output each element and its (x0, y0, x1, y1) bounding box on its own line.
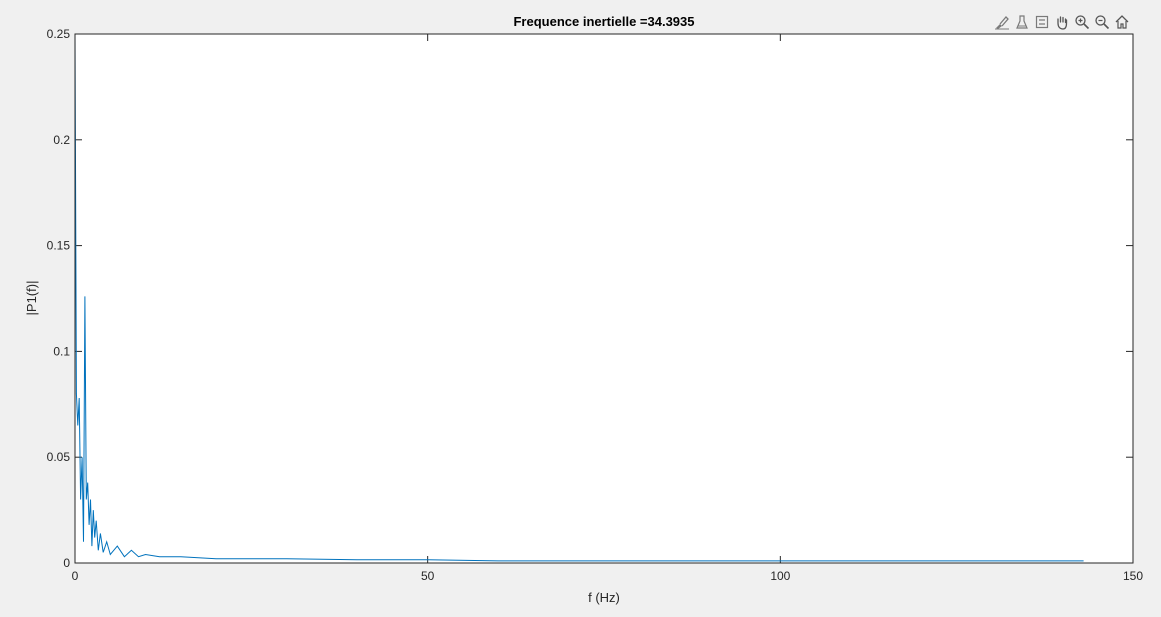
x-tick-labels: 0 50 100 150 (72, 569, 1144, 583)
axes-box (74, 33, 1134, 564)
datatip-button[interactable] (1032, 13, 1051, 32)
zoom-in-button[interactable] (1072, 13, 1091, 32)
pan-icon (1056, 16, 1067, 30)
tick-marks (74, 33, 1134, 564)
brush-button[interactable] (992, 13, 1011, 32)
zoom-in-icon (1074, 15, 1089, 30)
x-tick-label: 50 (421, 569, 435, 583)
y-tick-labels: 0 0.05 0.1 0.15 0.2 0.25 (47, 27, 71, 570)
zoom-out-button[interactable] (1092, 13, 1111, 32)
x-tick-label: 100 (770, 569, 790, 583)
y-tick-label: 0 (63, 556, 70, 570)
pan-button[interactable] (1052, 13, 1071, 32)
series-line (74, 33, 1084, 562)
y-axis-label: |P1(f)| (24, 281, 39, 316)
x-tick-label: 150 (1123, 569, 1143, 583)
axes-background[interactable] (75, 34, 1133, 563)
data-series (74, 33, 1084, 562)
datatip-icon (1035, 15, 1048, 29)
y-tick-label: 0.2 (53, 133, 70, 147)
y-tick-label: 0.25 (47, 27, 71, 41)
y-tick-label: 0.05 (47, 450, 71, 464)
y-tick-label: 0.1 (53, 344, 70, 358)
home-button[interactable] (1112, 13, 1131, 32)
data-tips-button[interactable] (1012, 13, 1031, 32)
y-tick-label: 0.15 (47, 239, 71, 253)
brush-icon (994, 16, 1009, 30)
home-icon (1115, 15, 1128, 29)
x-tick-label: 0 (72, 569, 79, 583)
data-tips-icon (1015, 15, 1028, 29)
chart-title: Frequence inertielle =34.3935 (513, 14, 694, 29)
zoom-out-icon (1094, 15, 1109, 30)
axes-toolbar (992, 12, 1134, 32)
x-axis-label: f (Hz) (588, 590, 620, 605)
